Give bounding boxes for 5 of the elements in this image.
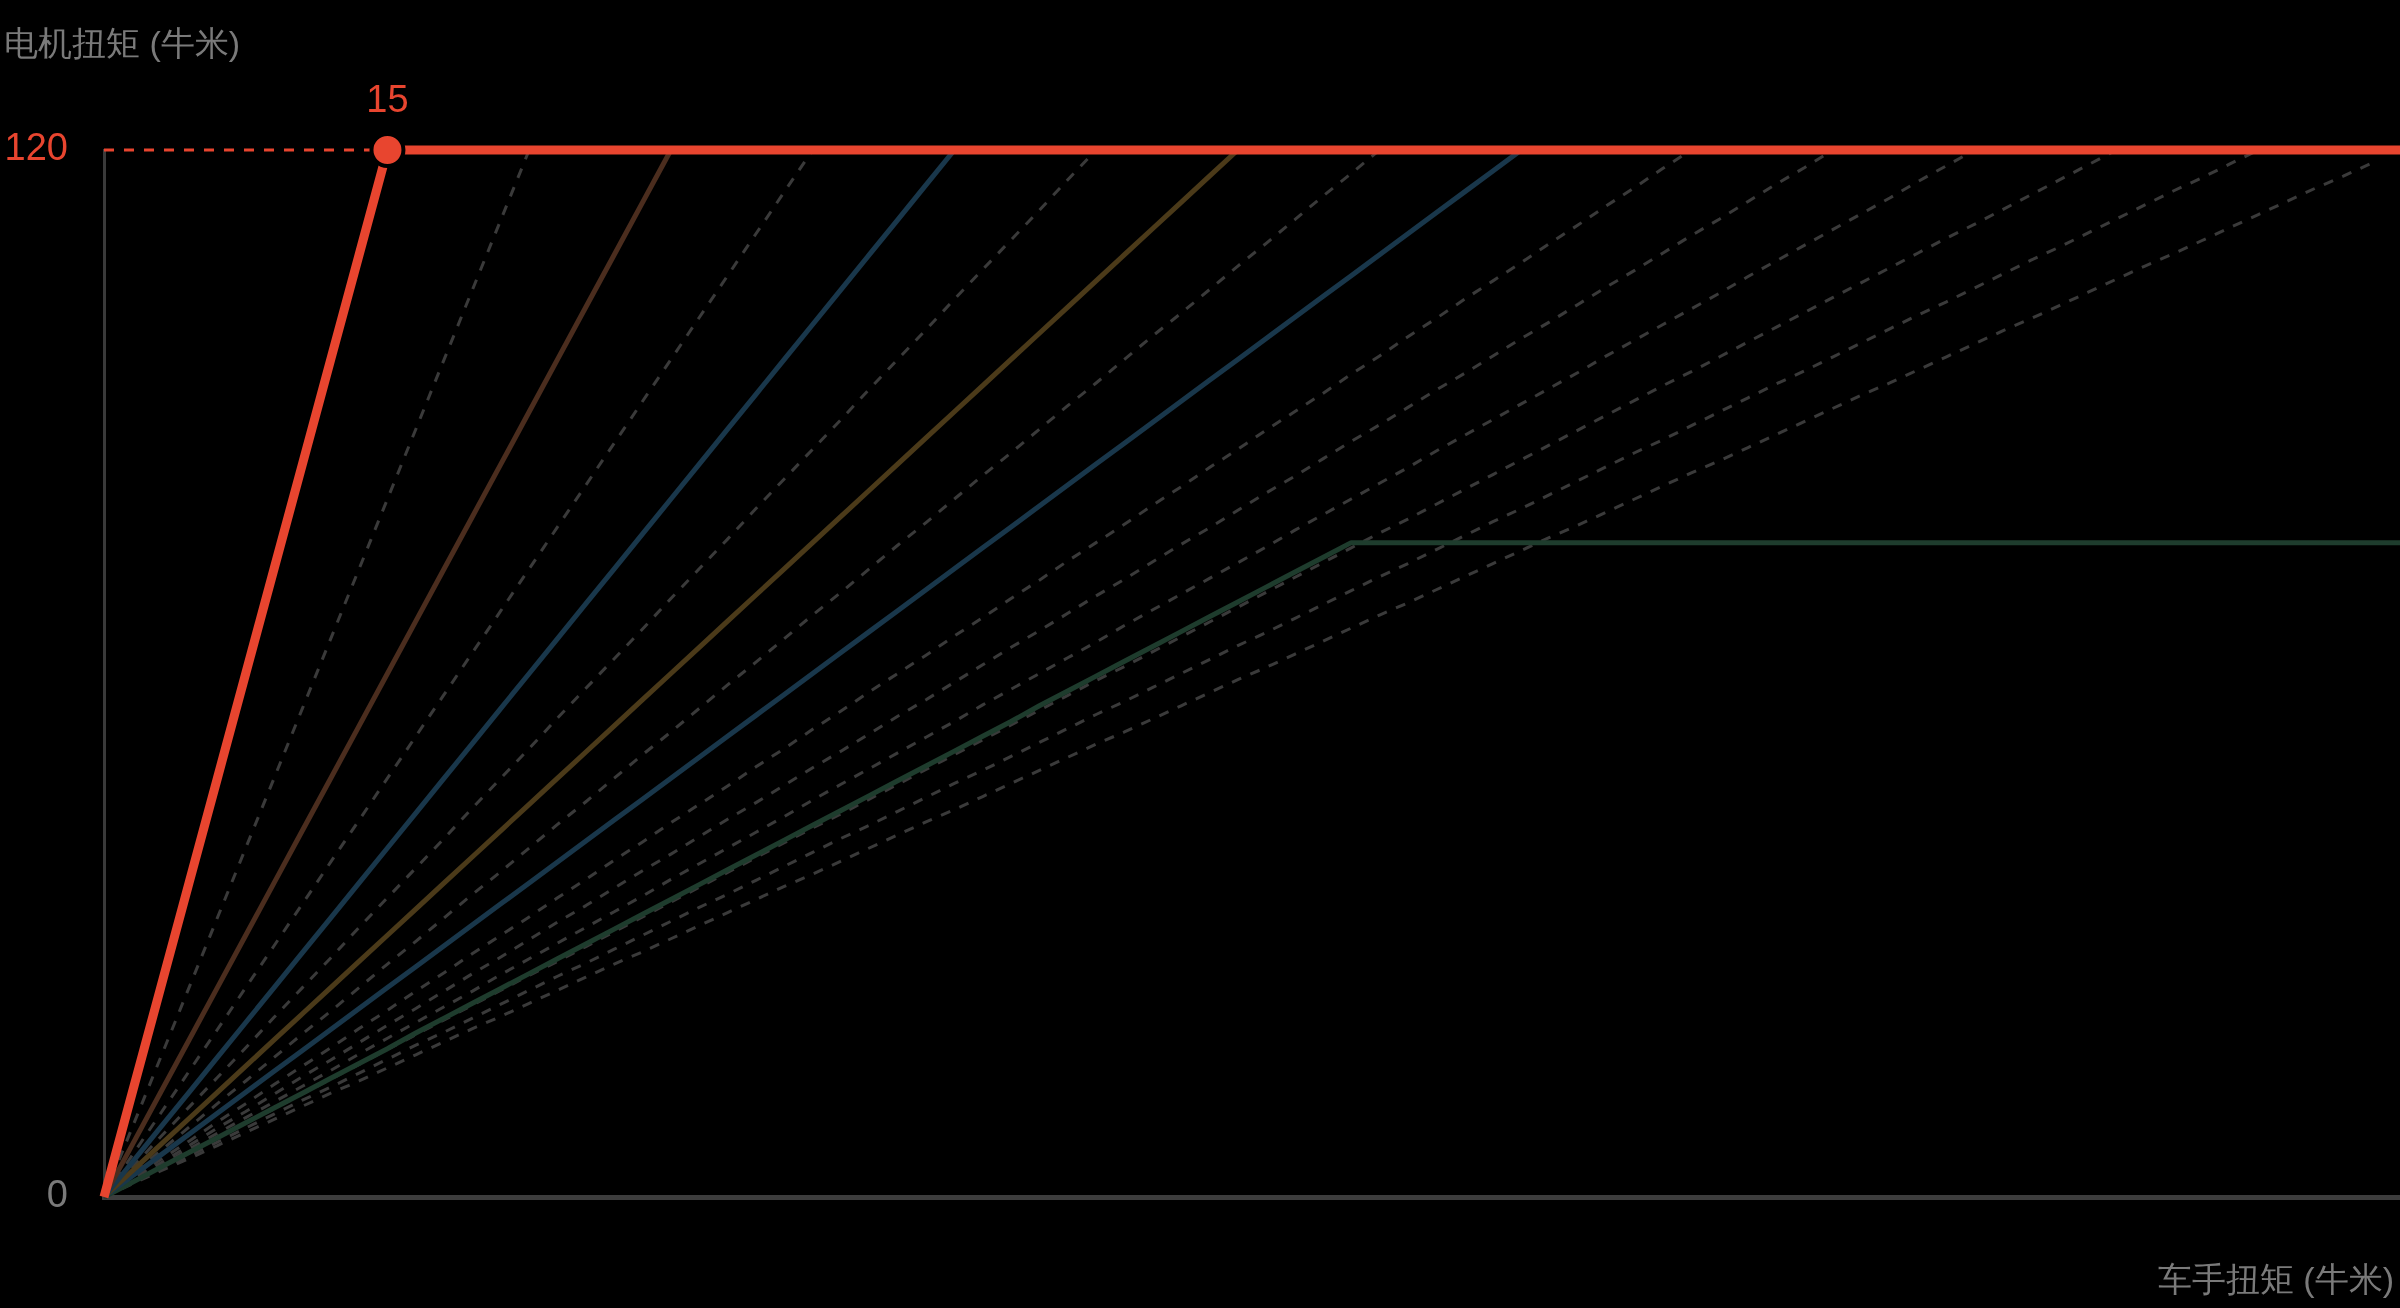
y-tick-label: 120 bbox=[4, 126, 68, 169]
y-axis-title: 电机扭矩 (牛米) bbox=[4, 24, 241, 63]
annotation: 15 bbox=[366, 78, 409, 120]
x-axis-title: 车手扭矩 (牛米) bbox=[2157, 1260, 2394, 1299]
y-tick-label: 0 bbox=[46, 1173, 68, 1216]
